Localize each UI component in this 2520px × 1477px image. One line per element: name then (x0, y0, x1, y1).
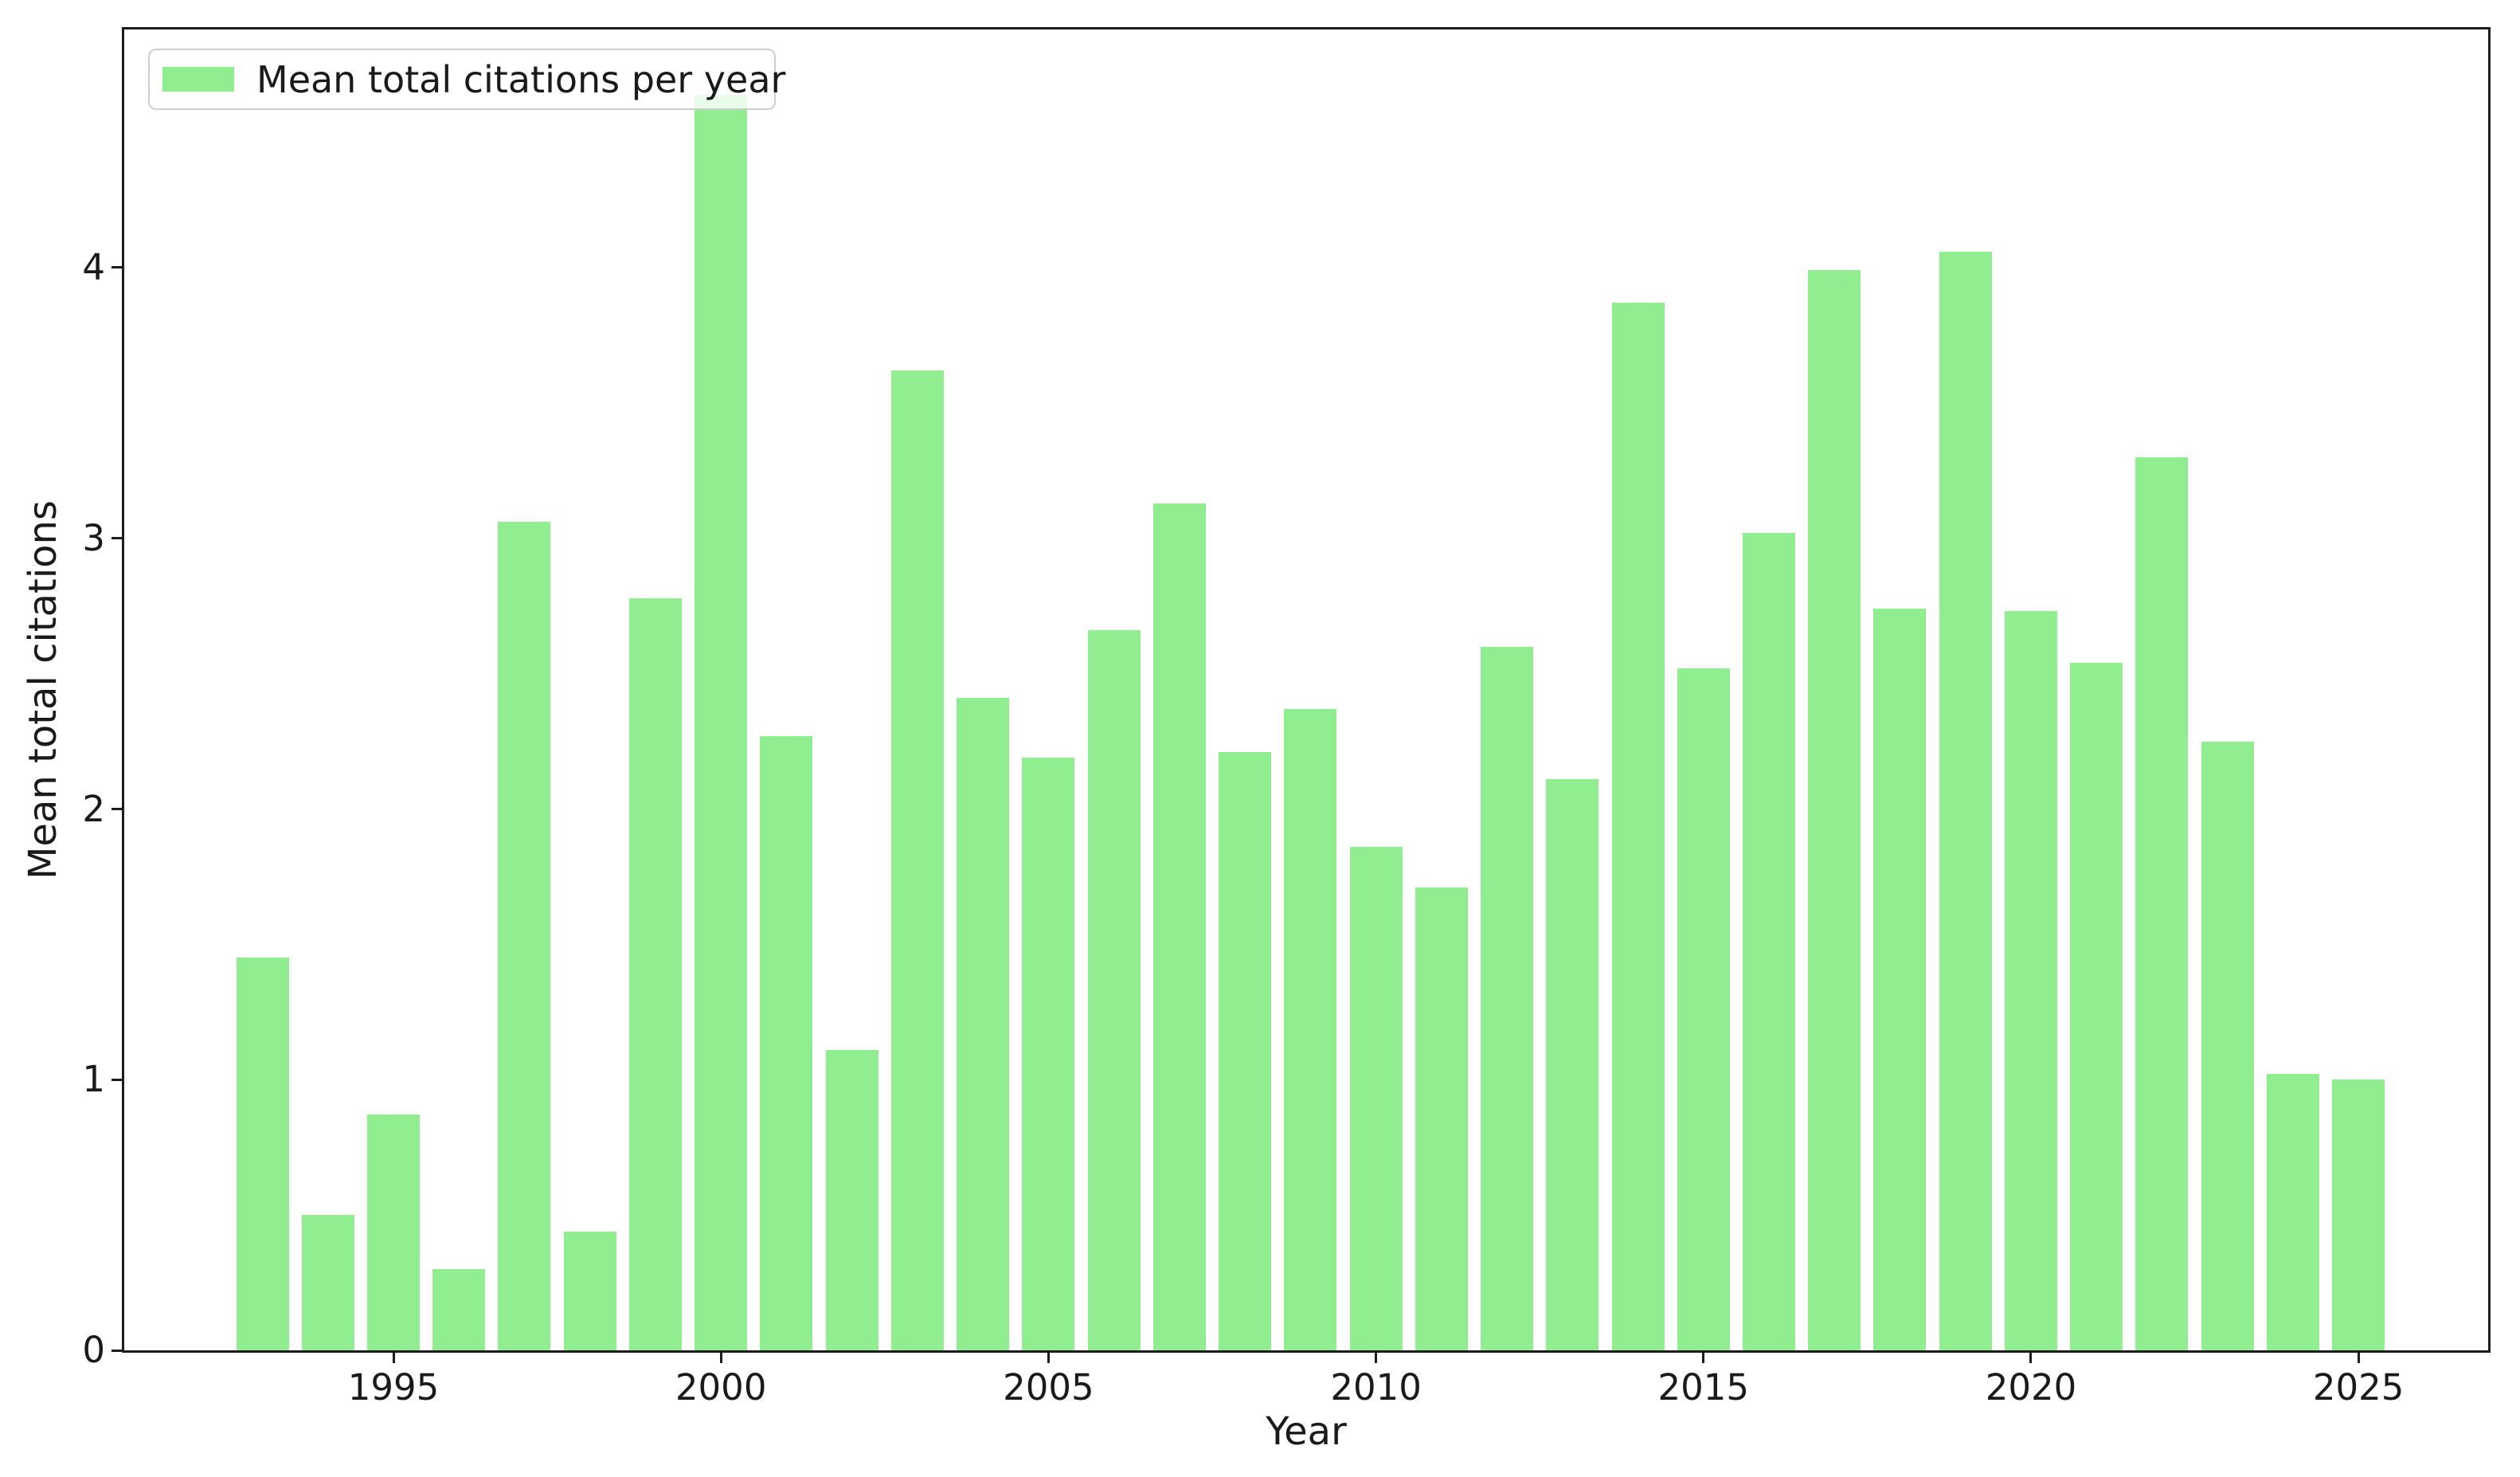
bar-2024 (2266, 1074, 2319, 1350)
legend-swatch-icon (162, 67, 234, 92)
bar-2022 (2135, 456, 2189, 1350)
bar-2018 (1873, 609, 1927, 1350)
bar-2008 (1219, 752, 1272, 1350)
bar-1993 (236, 958, 289, 1350)
x-tick-label-1995: 1995 (347, 1366, 440, 1408)
bar-2013 (1546, 779, 1599, 1350)
y-tick-mark-4 (112, 266, 124, 269)
y-tick-mark-0 (112, 1349, 124, 1352)
x-tick-label-2010: 2010 (1330, 1366, 1422, 1408)
bar-2012 (1481, 646, 1534, 1350)
x-tick-label-2005: 2005 (1003, 1366, 1094, 1408)
x-tick-mark-2025 (2357, 1350, 2360, 1363)
y-tick-mark-2 (112, 808, 124, 810)
bar-2000 (695, 94, 748, 1350)
bar-1999 (628, 597, 682, 1350)
x-tick-label-2015: 2015 (1657, 1366, 1750, 1408)
y-tick-label-0: 0 (82, 1329, 105, 1371)
y-tick-label-1: 1 (82, 1058, 105, 1101)
bar-2004 (957, 698, 1010, 1350)
x-tick-label-2025: 2025 (2312, 1366, 2405, 1408)
bar-1997 (498, 522, 551, 1350)
x-tick-mark-2015 (1702, 1350, 1705, 1363)
y-tick-mark-3 (112, 537, 124, 540)
legend-label: Mean total citations per year (256, 57, 786, 101)
x-tick-mark-2005 (1047, 1350, 1050, 1363)
bar-2006 (1087, 630, 1141, 1350)
bar-2005 (1022, 757, 1075, 1350)
bar-2011 (1415, 887, 1468, 1350)
bar-2017 (1808, 270, 1861, 1350)
bar-2016 (1743, 532, 1796, 1350)
y-tick-label-2: 2 (82, 787, 105, 830)
x-axis-label: Year (1266, 1409, 1347, 1454)
y-tick-label-4: 4 (82, 245, 105, 288)
bar-2002 (825, 1049, 878, 1350)
bar-2020 (2004, 611, 2057, 1350)
bar-2007 (1152, 503, 1206, 1350)
bar-1996 (432, 1269, 486, 1350)
x-tick-mark-1995 (392, 1350, 395, 1363)
bar-2010 (1349, 847, 1403, 1350)
x-tick-mark-2000 (719, 1350, 722, 1363)
x-tick-label-2000: 2000 (675, 1366, 767, 1408)
bar-2001 (760, 735, 813, 1350)
bar-2023 (2201, 741, 2254, 1350)
bar-2019 (1939, 251, 1992, 1350)
plot-area: 1995 2000 2005 2010 2015 2020 2025 0 1 2 3 4 Mean … (21, 27, 2491, 1451)
y-tick-label-3: 3 (82, 516, 105, 559)
x-tick-mark-2020 (2029, 1350, 2033, 1363)
bar-2015 (1677, 668, 1730, 1350)
x-tick-label-2020: 2020 (1985, 1366, 2077, 1408)
bar-2003 (890, 370, 944, 1350)
legend: Mean total citations per year (148, 49, 785, 110)
y-axis-label: Mean total citations (21, 500, 65, 880)
bar-2021 (2070, 663, 2123, 1350)
bar-1998 (563, 1231, 616, 1350)
x-tick-mark-2010 (1375, 1350, 1378, 1363)
y-tick-mark-1 (112, 1078, 124, 1081)
bar-1995 (367, 1115, 420, 1350)
bar-1994 (301, 1215, 354, 1350)
bar-2014 (1611, 303, 1665, 1350)
bar-2025 (2332, 1079, 2385, 1350)
bar-2009 (1284, 708, 1337, 1350)
